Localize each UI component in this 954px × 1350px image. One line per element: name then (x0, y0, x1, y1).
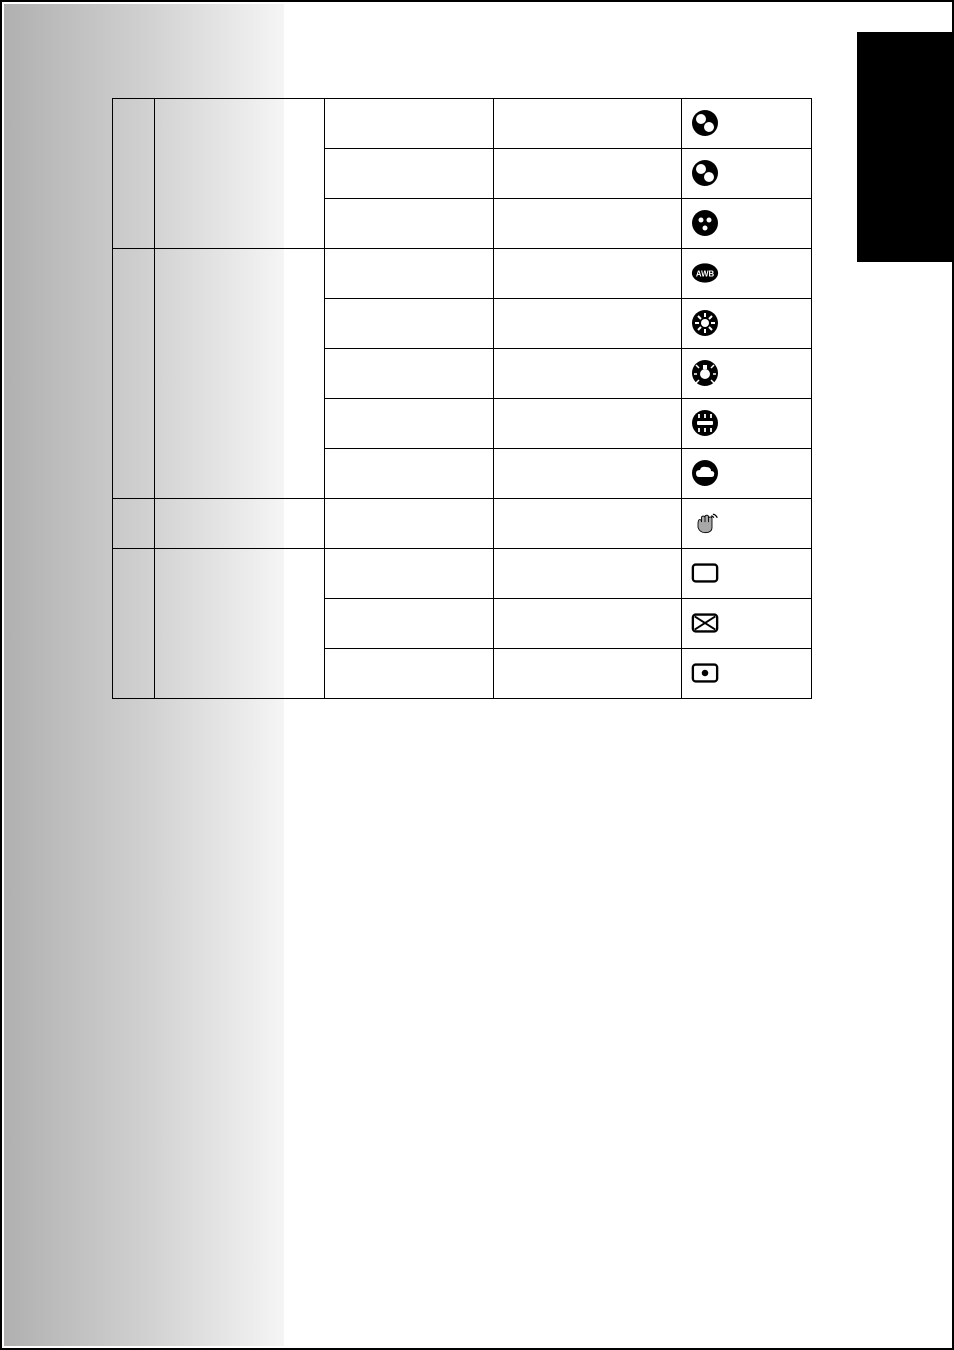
cell-option (324, 549, 494, 599)
cell-description (494, 299, 682, 349)
cell-icon (682, 99, 812, 149)
cell-option (324, 649, 494, 699)
cell-option (324, 249, 494, 299)
cell-option (324, 399, 494, 449)
cell-icon: AWB (682, 249, 812, 299)
wb-awb-icon: AWB (690, 258, 720, 288)
cell-icon (682, 449, 812, 499)
wb-fluorescent-icon (690, 408, 720, 438)
cell-icon (682, 499, 812, 549)
color-twodot-icon (690, 158, 720, 188)
table-row (113, 549, 812, 599)
meter-center-icon (690, 608, 720, 638)
wb-incandescent-icon (690, 358, 720, 388)
table-row (113, 99, 812, 149)
svg-text:AWB: AWB (696, 269, 715, 278)
cell-no (113, 549, 155, 699)
settings-table: AWB (112, 98, 812, 699)
cell-description (494, 349, 682, 399)
cell-item (154, 499, 324, 549)
meter-multi-icon (690, 558, 720, 588)
cell-no (113, 499, 155, 549)
cell-option (324, 349, 494, 399)
wb-cloudy-icon (690, 458, 720, 488)
cell-option (324, 199, 494, 249)
stabilizer-hand-icon (690, 508, 720, 538)
cell-option (324, 499, 494, 549)
cell-option (324, 299, 494, 349)
cell-description (494, 399, 682, 449)
cell-item (154, 249, 324, 499)
cell-no (113, 99, 155, 249)
settings-table-wrapper: AWB (112, 98, 812, 699)
cell-description (494, 149, 682, 199)
cell-option (324, 599, 494, 649)
cell-icon (682, 549, 812, 599)
meter-spot-icon (690, 658, 720, 688)
cell-option (324, 149, 494, 199)
cell-option (324, 99, 494, 149)
cell-description (494, 549, 682, 599)
cell-description (494, 199, 682, 249)
table-row: AWB (113, 249, 812, 299)
side-tab-black (857, 32, 952, 262)
color-vivid-icon (690, 108, 720, 138)
cell-icon (682, 299, 812, 349)
cell-icon (682, 349, 812, 399)
cell-item (154, 549, 324, 699)
cell-no (113, 249, 155, 499)
wb-daylight-icon (690, 308, 720, 338)
cell-description (494, 649, 682, 699)
cell-description (494, 99, 682, 149)
cell-icon (682, 199, 812, 249)
cell-option (324, 449, 494, 499)
cell-icon (682, 649, 812, 699)
cell-icon (682, 399, 812, 449)
table-row (113, 499, 812, 549)
color-threedot-icon (690, 208, 720, 238)
cell-description (494, 249, 682, 299)
cell-description (494, 599, 682, 649)
cell-icon (682, 599, 812, 649)
page: AWB (0, 0, 954, 1350)
cell-description (494, 499, 682, 549)
cell-icon (682, 149, 812, 199)
cell-description (494, 449, 682, 499)
cell-item (154, 99, 324, 249)
